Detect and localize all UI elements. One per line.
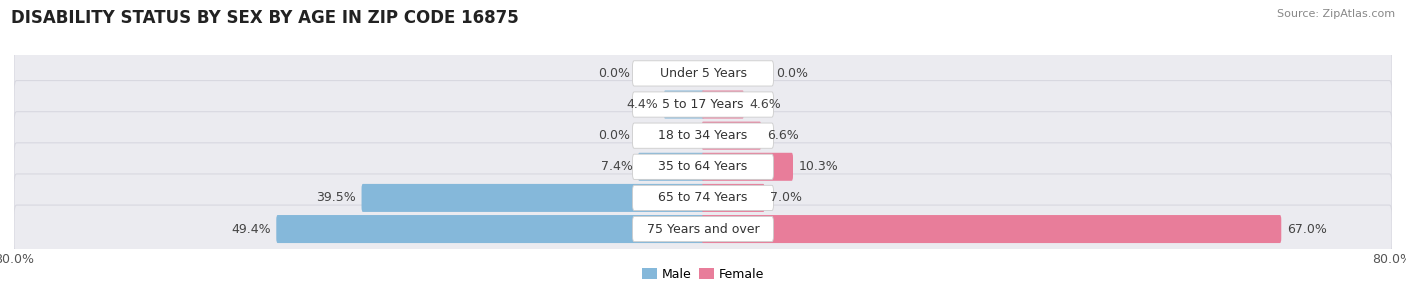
Legend: Male, Female: Male, Female bbox=[637, 263, 769, 286]
Text: Source: ZipAtlas.com: Source: ZipAtlas.com bbox=[1277, 9, 1395, 19]
Text: 7.0%: 7.0% bbox=[770, 192, 803, 204]
Text: 49.4%: 49.4% bbox=[231, 223, 271, 236]
FancyBboxPatch shape bbox=[702, 184, 765, 212]
Text: 35 to 64 Years: 35 to 64 Years bbox=[658, 160, 748, 173]
FancyBboxPatch shape bbox=[638, 153, 704, 181]
Text: 18 to 34 Years: 18 to 34 Years bbox=[658, 129, 748, 142]
Text: 0.0%: 0.0% bbox=[776, 67, 808, 80]
Text: 75 Years and over: 75 Years and over bbox=[647, 223, 759, 236]
Text: 5 to 17 Years: 5 to 17 Years bbox=[662, 98, 744, 111]
Text: Under 5 Years: Under 5 Years bbox=[659, 67, 747, 80]
FancyBboxPatch shape bbox=[702, 91, 744, 119]
FancyBboxPatch shape bbox=[14, 174, 1392, 222]
Text: 65 to 74 Years: 65 to 74 Years bbox=[658, 192, 748, 204]
FancyBboxPatch shape bbox=[633, 92, 773, 117]
FancyBboxPatch shape bbox=[277, 215, 704, 243]
FancyBboxPatch shape bbox=[14, 205, 1392, 253]
Text: 0.0%: 0.0% bbox=[598, 67, 630, 80]
FancyBboxPatch shape bbox=[633, 154, 773, 179]
FancyBboxPatch shape bbox=[664, 91, 704, 119]
Text: 39.5%: 39.5% bbox=[316, 192, 356, 204]
FancyBboxPatch shape bbox=[14, 50, 1392, 97]
Text: 4.4%: 4.4% bbox=[627, 98, 658, 111]
FancyBboxPatch shape bbox=[14, 143, 1392, 191]
FancyBboxPatch shape bbox=[14, 81, 1392, 129]
Text: 4.6%: 4.6% bbox=[749, 98, 782, 111]
FancyBboxPatch shape bbox=[633, 185, 773, 211]
Text: DISABILITY STATUS BY SEX BY AGE IN ZIP CODE 16875: DISABILITY STATUS BY SEX BY AGE IN ZIP C… bbox=[11, 9, 519, 27]
Text: 67.0%: 67.0% bbox=[1286, 223, 1327, 236]
Text: 7.4%: 7.4% bbox=[600, 160, 633, 173]
FancyBboxPatch shape bbox=[361, 184, 704, 212]
FancyBboxPatch shape bbox=[702, 215, 1281, 243]
FancyBboxPatch shape bbox=[633, 61, 773, 86]
Text: 6.6%: 6.6% bbox=[766, 129, 799, 142]
FancyBboxPatch shape bbox=[702, 122, 761, 150]
Text: 0.0%: 0.0% bbox=[598, 129, 630, 142]
FancyBboxPatch shape bbox=[633, 216, 773, 242]
FancyBboxPatch shape bbox=[633, 123, 773, 148]
Text: 10.3%: 10.3% bbox=[799, 160, 838, 173]
FancyBboxPatch shape bbox=[702, 153, 793, 181]
FancyBboxPatch shape bbox=[14, 112, 1392, 160]
